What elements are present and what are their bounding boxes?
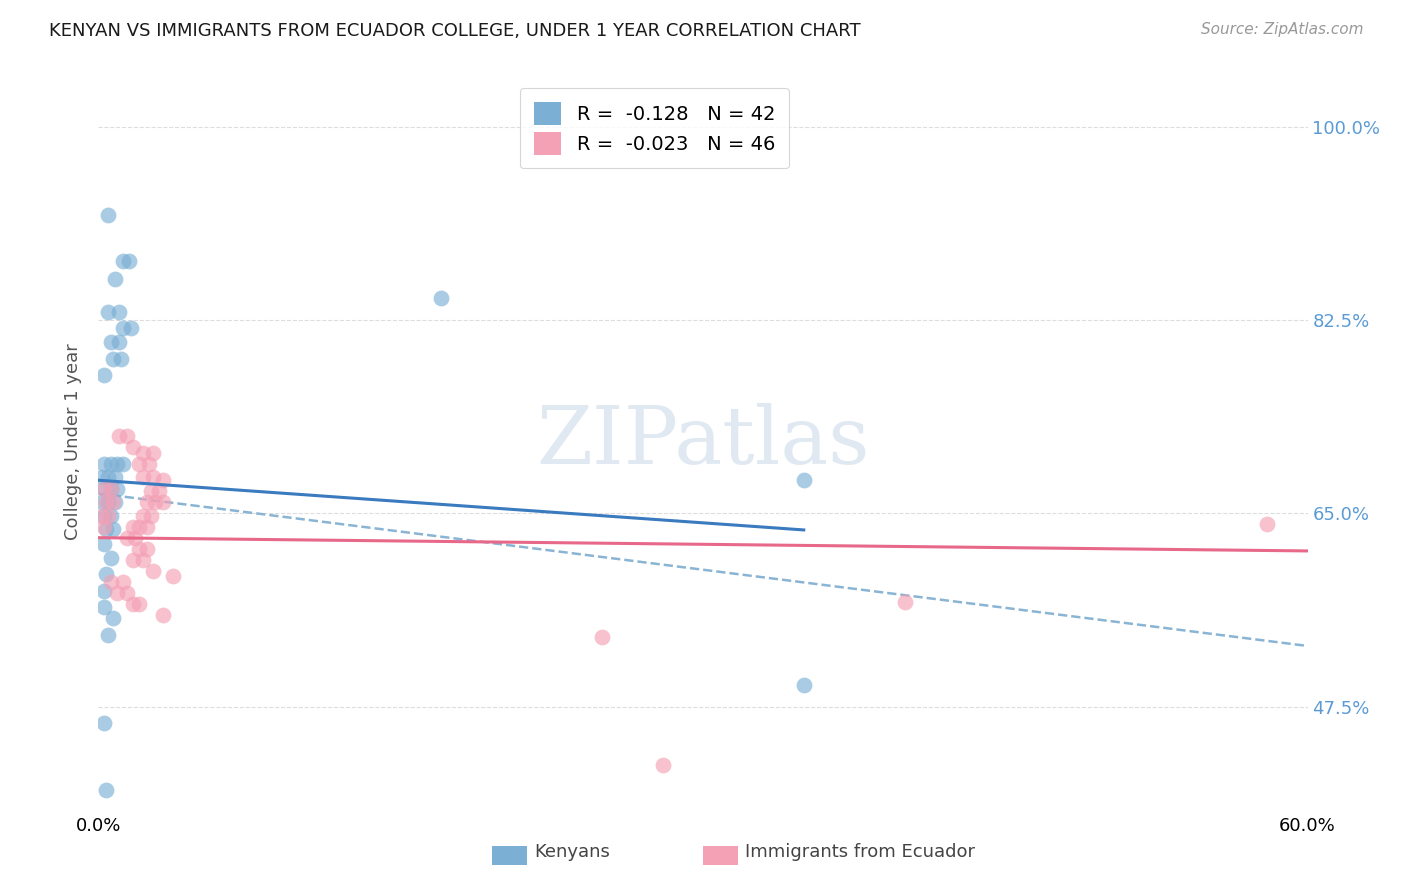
Text: Immigrants from Ecuador: Immigrants from Ecuador — [745, 843, 976, 861]
Point — [128, 519, 150, 533]
Point — [93, 508, 115, 523]
Point — [101, 351, 124, 366]
Point — [91, 495, 114, 509]
Point — [142, 445, 165, 459]
Point — [97, 208, 120, 222]
Point — [121, 597, 143, 611]
Point — [139, 484, 162, 499]
Point — [148, 484, 170, 499]
Point — [591, 630, 613, 644]
Point — [97, 495, 120, 509]
Point — [132, 553, 155, 567]
Point — [121, 440, 143, 454]
Point — [1256, 517, 1278, 532]
Point — [138, 457, 160, 471]
Point — [93, 537, 115, 551]
Point — [115, 531, 138, 545]
Point — [93, 368, 115, 383]
Point — [893, 595, 915, 609]
Point — [135, 519, 157, 533]
Point — [124, 531, 146, 545]
Text: Kenyans: Kenyans — [534, 843, 610, 861]
Point — [135, 541, 157, 556]
Point — [111, 574, 134, 589]
Point — [162, 569, 184, 583]
Point — [128, 597, 150, 611]
Point — [132, 508, 155, 523]
Point — [100, 508, 122, 523]
Point — [101, 495, 124, 509]
Point — [93, 716, 115, 731]
Point — [105, 482, 128, 496]
Point — [793, 473, 815, 487]
Point — [91, 470, 114, 484]
Legend: R =  -0.128   N = 42, R =  -0.023   N = 46: R = -0.128 N = 42, R = -0.023 N = 46 — [520, 88, 789, 169]
Point — [115, 429, 138, 443]
Point — [107, 305, 129, 319]
Point — [97, 508, 120, 523]
Point — [120, 320, 142, 334]
Point — [97, 628, 120, 642]
Point — [139, 508, 162, 523]
Point — [132, 445, 155, 459]
Point — [100, 550, 122, 565]
Point — [100, 482, 122, 496]
Point — [93, 482, 115, 496]
Text: Source: ZipAtlas.com: Source: ZipAtlas.com — [1201, 22, 1364, 37]
Point — [93, 600, 115, 615]
Point — [121, 519, 143, 533]
Point — [100, 457, 122, 471]
Point — [96, 567, 118, 582]
Point — [135, 495, 157, 509]
Point — [111, 254, 134, 268]
Point — [101, 611, 124, 625]
Point — [128, 457, 150, 471]
Point — [103, 272, 125, 286]
Point — [111, 320, 134, 334]
Point — [97, 470, 120, 484]
Point — [97, 305, 120, 319]
Point — [128, 541, 150, 556]
Point — [152, 473, 174, 487]
Point — [91, 508, 114, 523]
Point — [96, 782, 118, 797]
Point — [793, 678, 815, 692]
Point — [93, 583, 115, 598]
Point — [101, 522, 124, 536]
Point — [105, 586, 128, 600]
Y-axis label: College, Under 1 year: College, Under 1 year — [65, 343, 83, 540]
Point — [107, 429, 129, 443]
Point — [96, 495, 118, 509]
Point — [142, 564, 165, 578]
Point — [107, 335, 129, 350]
Text: KENYAN VS IMMIGRANTS FROM ECUADOR COLLEGE, UNDER 1 YEAR CORRELATION CHART: KENYAN VS IMMIGRANTS FROM ECUADOR COLLEG… — [49, 22, 860, 40]
Point — [103, 495, 125, 509]
Point — [152, 607, 174, 622]
Point — [100, 574, 122, 589]
Point — [143, 495, 166, 509]
Point — [93, 519, 115, 533]
Point — [121, 553, 143, 567]
Point — [100, 335, 122, 350]
Point — [105, 457, 128, 471]
Point — [103, 470, 125, 484]
Point — [93, 457, 115, 471]
Point — [118, 254, 141, 268]
Point — [93, 482, 115, 496]
Point — [142, 470, 165, 484]
Point — [651, 758, 673, 772]
Point — [430, 291, 453, 305]
Point — [132, 470, 155, 484]
Point — [152, 495, 174, 509]
Text: ZIPatlas: ZIPatlas — [536, 402, 870, 481]
Point — [115, 586, 138, 600]
Point — [111, 457, 134, 471]
Point — [96, 522, 118, 536]
Point — [110, 351, 132, 366]
Point — [100, 482, 122, 496]
